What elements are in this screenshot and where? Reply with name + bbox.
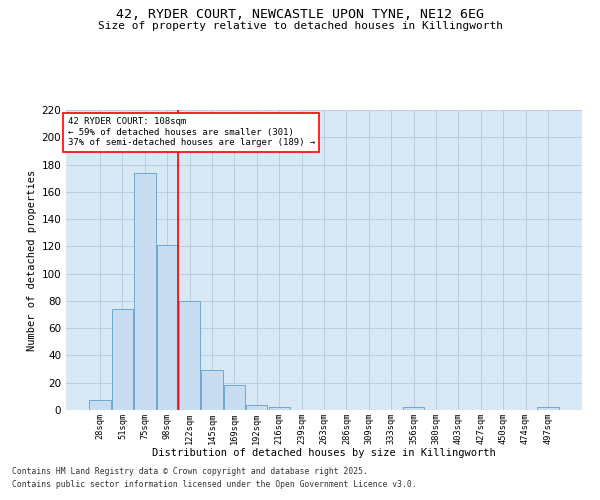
Bar	[403, 408, 424, 410]
Y-axis label: Number of detached properties: Number of detached properties	[27, 170, 37, 350]
Bar	[269, 408, 290, 410]
Text: Contains public sector information licensed under the Open Government Licence v3: Contains public sector information licen…	[12, 480, 416, 489]
Bar	[179, 301, 200, 410]
Text: 42 RYDER COURT: 108sqm
← 59% of detached houses are smaller (301)
37% of semi-de: 42 RYDER COURT: 108sqm ← 59% of detached…	[68, 118, 315, 148]
Bar	[537, 408, 559, 410]
Bar	[157, 245, 178, 410]
Bar	[89, 400, 111, 410]
Bar	[134, 172, 155, 410]
Bar	[224, 386, 245, 410]
Text: 42, RYDER COURT, NEWCASTLE UPON TYNE, NE12 6EG: 42, RYDER COURT, NEWCASTLE UPON TYNE, NE…	[116, 8, 484, 20]
Text: Contains HM Land Registry data © Crown copyright and database right 2025.: Contains HM Land Registry data © Crown c…	[12, 467, 368, 476]
Text: Size of property relative to detached houses in Killingworth: Size of property relative to detached ho…	[97, 21, 503, 31]
X-axis label: Distribution of detached houses by size in Killingworth: Distribution of detached houses by size …	[152, 448, 496, 458]
Bar	[112, 309, 133, 410]
Bar	[202, 370, 223, 410]
Bar	[246, 404, 268, 410]
